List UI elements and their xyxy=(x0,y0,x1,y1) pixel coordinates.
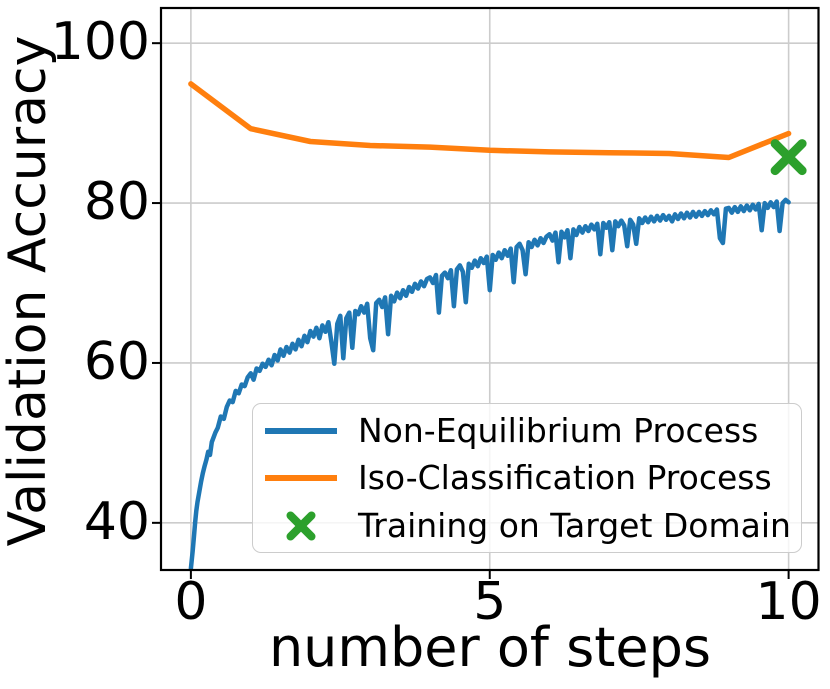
legend-label: Non-Equilibrium Process xyxy=(358,410,759,450)
legend-line-sample-blue xyxy=(262,426,340,436)
legend-label: Training on Target Domain xyxy=(358,505,791,545)
x-tick-label-0: 0 xyxy=(174,572,208,632)
y-tick-label-100: 100 xyxy=(50,12,150,73)
x-tick-label-10: 10 xyxy=(755,572,822,632)
y-tick-label-80: 80 xyxy=(83,172,150,233)
legend-item-iso-classification: Iso-Classification Process xyxy=(253,455,801,501)
x-marker-icon xyxy=(286,511,316,540)
y-tick-label-40: 40 xyxy=(83,491,150,552)
x-marker xyxy=(770,139,807,176)
legend-line-sample-orange xyxy=(262,473,340,483)
legend: Non-Equilibrium Process Iso-Classificati… xyxy=(252,403,802,553)
line-sample-icon xyxy=(265,427,337,434)
y-tick-label-60: 60 xyxy=(83,331,150,392)
series-line-non-equilibrium-process xyxy=(188,197,791,571)
x-axis-label: number of steps xyxy=(268,616,712,679)
legend-item-non-equilibrium: Non-Equilibrium Process xyxy=(253,408,801,454)
line-sample-icon xyxy=(265,475,337,481)
legend-label: Iso-Classification Process xyxy=(358,458,772,497)
x-tick-label-5: 5 xyxy=(473,572,507,632)
legend-item-target-domain: Training on Target Domain xyxy=(253,503,801,549)
axes-border xyxy=(159,6,820,572)
legend-x-marker-sample xyxy=(262,511,340,541)
series-line-iso-classification-process xyxy=(188,81,792,161)
